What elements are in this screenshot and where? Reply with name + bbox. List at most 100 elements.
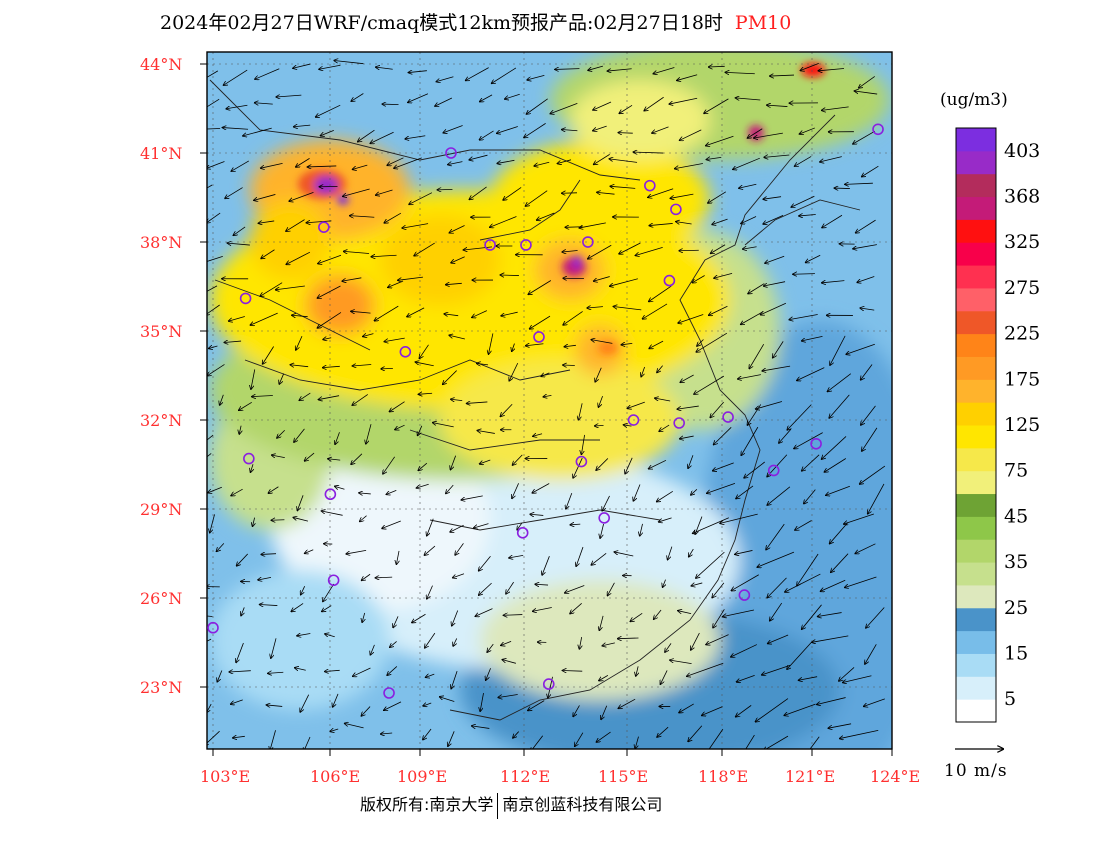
wind-arrow bbox=[384, 701, 402, 710]
wind-arrow bbox=[660, 670, 668, 684]
wind-arrow bbox=[386, 490, 397, 494]
wind-arrow bbox=[277, 429, 286, 438]
wind-arrow bbox=[829, 394, 850, 418]
wind-arrow bbox=[479, 582, 492, 595]
wind-arrow bbox=[254, 194, 276, 200]
wind-arrow bbox=[501, 311, 518, 316]
wind-arrow bbox=[860, 308, 875, 310]
wind-arrow bbox=[487, 643, 494, 652]
city-marker bbox=[673, 417, 685, 429]
wind-arrow bbox=[845, 576, 877, 587]
wind-arrow bbox=[562, 130, 578, 131]
wind-arrow bbox=[598, 395, 603, 407]
wind-arrow bbox=[817, 697, 846, 705]
wind-arrow bbox=[382, 520, 401, 528]
city-marker bbox=[520, 239, 532, 251]
wind-arrow bbox=[736, 98, 761, 100]
colorbar-swatch bbox=[956, 607, 996, 632]
wind-arrow bbox=[526, 98, 548, 114]
wind-arrow bbox=[579, 222, 606, 228]
wind-arrow bbox=[654, 609, 662, 619]
wind-arrow bbox=[449, 335, 465, 340]
wind-arrow bbox=[225, 187, 243, 199]
wind-arrow bbox=[595, 367, 602, 382]
wind-arrow bbox=[687, 662, 724, 676]
footer-copyright: 版权所有:南京大学 bbox=[360, 795, 494, 814]
colorbar-label: 25 bbox=[1004, 597, 1028, 619]
wind-arrow bbox=[573, 705, 580, 716]
wind-arrow bbox=[425, 632, 436, 648]
wind-arrow bbox=[602, 495, 610, 511]
wind-arrow bbox=[294, 428, 305, 442]
city-marker bbox=[239, 292, 252, 305]
city-marker bbox=[327, 574, 340, 587]
wind-arrow bbox=[779, 428, 792, 443]
wind-arrow bbox=[345, 723, 364, 729]
wind-arrow bbox=[446, 484, 454, 493]
wind-arrow bbox=[743, 734, 755, 749]
wind-arrow bbox=[308, 166, 337, 167]
wind-arrow bbox=[669, 97, 698, 104]
colorbar-swatch bbox=[956, 242, 996, 266]
wind-arrow bbox=[362, 573, 371, 580]
wind-arrow bbox=[789, 314, 818, 319]
wind-arrow bbox=[555, 69, 580, 70]
wind-arrow bbox=[566, 492, 573, 509]
wind-arrow bbox=[754, 132, 783, 138]
wind-arrow bbox=[680, 374, 694, 382]
wind-arrow bbox=[258, 221, 275, 223]
wind-arrow bbox=[207, 161, 225, 169]
wind-arrow bbox=[414, 242, 435, 256]
wind-arrow bbox=[479, 555, 491, 571]
wind-arrow bbox=[691, 489, 698, 495]
wind-arrow bbox=[451, 399, 463, 400]
lon-label: 103°E bbox=[200, 767, 250, 786]
wind-arrow bbox=[649, 459, 667, 468]
wind-arrow bbox=[395, 424, 405, 429]
wind-arrow bbox=[857, 276, 875, 282]
wind-arrow bbox=[614, 552, 634, 557]
wind-arrow bbox=[713, 609, 725, 627]
wind-arrow bbox=[596, 458, 609, 470]
wind-arrow bbox=[764, 281, 786, 286]
wind-arrow bbox=[557, 159, 572, 164]
wind-arrow bbox=[804, 489, 816, 504]
wind-arrow bbox=[828, 373, 852, 392]
wind-arrow bbox=[763, 214, 784, 224]
wind-arrow bbox=[714, 427, 732, 444]
wind-arrow bbox=[384, 337, 405, 341]
wind-arrow bbox=[644, 96, 664, 110]
wind-arrow bbox=[321, 511, 343, 516]
wind-arrow bbox=[480, 692, 484, 711]
wind-arrow bbox=[528, 700, 545, 711]
wind-arrow bbox=[359, 493, 371, 494]
wind-arrow bbox=[469, 154, 488, 160]
wind-arrow bbox=[241, 607, 244, 615]
wind-arrow bbox=[405, 135, 426, 139]
city-marker bbox=[810, 437, 822, 450]
wind-arrow bbox=[708, 728, 724, 749]
city-marker bbox=[722, 411, 734, 423]
colorbar-swatch bbox=[956, 516, 996, 540]
wind-arrow bbox=[824, 458, 847, 472]
wind-arrow bbox=[423, 728, 432, 740]
wind-arrow bbox=[260, 282, 283, 296]
wind-arrow bbox=[229, 671, 251, 672]
wind-arrow bbox=[593, 101, 612, 110]
wind-arrow bbox=[370, 131, 394, 143]
wind-arrow bbox=[501, 641, 512, 645]
wind-arrow bbox=[731, 574, 759, 591]
colorbar-label: 403 bbox=[1004, 140, 1040, 162]
wind-arrow bbox=[653, 67, 675, 74]
title-variable: PM10 bbox=[734, 12, 792, 34]
wind-arrow bbox=[261, 163, 283, 168]
colorbar-swatch bbox=[956, 356, 996, 380]
wind-arrow bbox=[533, 607, 552, 612]
wind-arrow bbox=[513, 731, 520, 738]
wind-arrow bbox=[370, 644, 375, 655]
wind-arrow bbox=[767, 577, 787, 598]
wind-arrow bbox=[748, 283, 765, 294]
wind-arrow bbox=[657, 726, 669, 737]
wind-arrow bbox=[207, 184, 213, 189]
